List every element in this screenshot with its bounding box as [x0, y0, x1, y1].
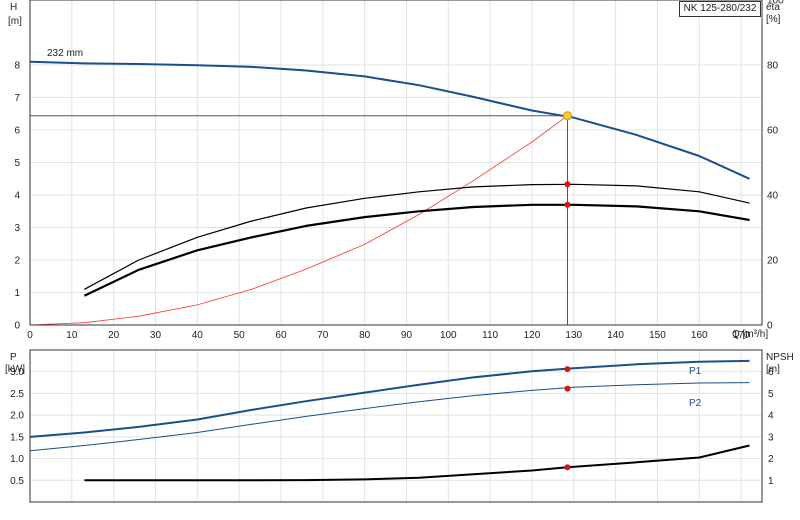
top-plot-frame [29, 0, 763, 326]
npsh-tick-label: 6 [768, 367, 774, 378]
left-y-tick-label: 3 [14, 223, 20, 234]
power-tick-label: 1.0 [10, 454, 24, 465]
left-y-tick-label: 8 [14, 61, 20, 72]
efficiency-point-marker [564, 201, 571, 208]
top-right-axis-title: eta [766, 2, 780, 13]
top-grid [29, 0, 762, 326]
bottom-left-axis-unit: [kW] [5, 364, 25, 375]
left-y-tick-label: 7 [14, 93, 20, 104]
x-tick-label: 150 [649, 330, 666, 341]
bottom-right-axis-unit: [m] [766, 364, 780, 375]
head-curve [29, 60, 750, 180]
x-tick-label: 0 [27, 330, 33, 341]
x-tick-label: 140 [607, 330, 624, 341]
power-tick-label: 3.0 [10, 367, 24, 378]
left-y-tick-label: 0 [14, 321, 20, 332]
tick-labels: 0 10 20 30 40 50 60 70 80 90 100 110 120 130 140 150 160… [10, 0, 784, 487]
top-left-axis-unit: [m] [8, 16, 22, 27]
x-tick-label: 100 [440, 330, 457, 341]
pump-model-title: NK 125-280/232 [679, 1, 761, 17]
x-tick-label: 130 [565, 330, 582, 341]
right-y-tick-label: 20 [767, 256, 779, 267]
x-tick-label: 160 [691, 330, 708, 341]
x-tick-label: 30 [150, 330, 162, 341]
p1-curve [29, 359, 750, 438]
right-y-tick-label: 40 [767, 191, 779, 202]
npsh-curve [84, 444, 750, 482]
x-tick-label: 110 [482, 330, 498, 341]
right-y-tick-label: 100 [767, 0, 784, 7]
left-y-tick-label: 1 [14, 288, 20, 299]
top-left-axis-title: H [10, 2, 17, 13]
x-tick-label: 90 [401, 330, 413, 341]
power-tick-label: 2.0 [10, 411, 24, 422]
x-tick-label: 70 [317, 330, 329, 341]
npsh-tick-label: 1 [768, 476, 774, 487]
top-series-layer [29, 60, 750, 326]
x-tick-label: 80 [359, 330, 371, 341]
power-tick-label: 0.5 [10, 476, 24, 487]
x-tick-label: 120 [524, 330, 541, 341]
efficiency-curve-1 [84, 183, 750, 290]
left-y-tick-label: 4 [14, 191, 20, 202]
p2-curve [29, 382, 750, 452]
x-tick-label: 60 [275, 330, 287, 341]
bottom-point-marker [564, 385, 571, 392]
npsh-tick-label: 2 [768, 454, 774, 465]
npsh-tick-label: 3 [768, 432, 774, 443]
right-y-tick-label: 60 [767, 126, 779, 137]
right-y-tick-label: 0 [767, 321, 773, 332]
right-y-tick-label: 80 [767, 61, 779, 72]
left-y-tick-label: 2 [14, 256, 20, 267]
npsh-tick-label: 4 [768, 411, 774, 422]
top-right-axis-unit: [%] [766, 14, 781, 25]
system-curve [29, 115, 568, 326]
bottom-point-marker [564, 366, 571, 373]
impeller-diameter-label: 232 mm [47, 48, 83, 59]
left-y-tick-label: 5 [14, 158, 20, 169]
efficiency-curve-2 [83, 203, 750, 297]
x-tick-label: 40 [192, 330, 204, 341]
x-axis-label: Q [m³/h] [732, 329, 768, 340]
bottom-series-layer [29, 359, 750, 482]
x-tick-label: 170 [733, 330, 750, 341]
power-tick-label: 2.5 [10, 389, 24, 400]
x-tick-label: 10 [66, 330, 78, 341]
bottom-right-axis-title: NPSH [766, 352, 794, 363]
duty-point-marker [562, 111, 572, 121]
x-tick-label: 20 [108, 330, 120, 341]
bottom-left-axis-title: P [10, 352, 17, 363]
npsh-tick-label: 5 [768, 389, 774, 400]
bottom-point-marker [564, 464, 571, 471]
x-tick-label: 50 [234, 330, 246, 341]
efficiency-point-marker [564, 181, 571, 188]
bottom-plot-frame [29, 349, 763, 503]
series-label-p2: P2 [689, 398, 702, 409]
left-y-tick-label: 6 [14, 126, 20, 137]
series-label-p1: P1 [689, 366, 702, 377]
power-tick-label: 1.5 [10, 432, 24, 443]
